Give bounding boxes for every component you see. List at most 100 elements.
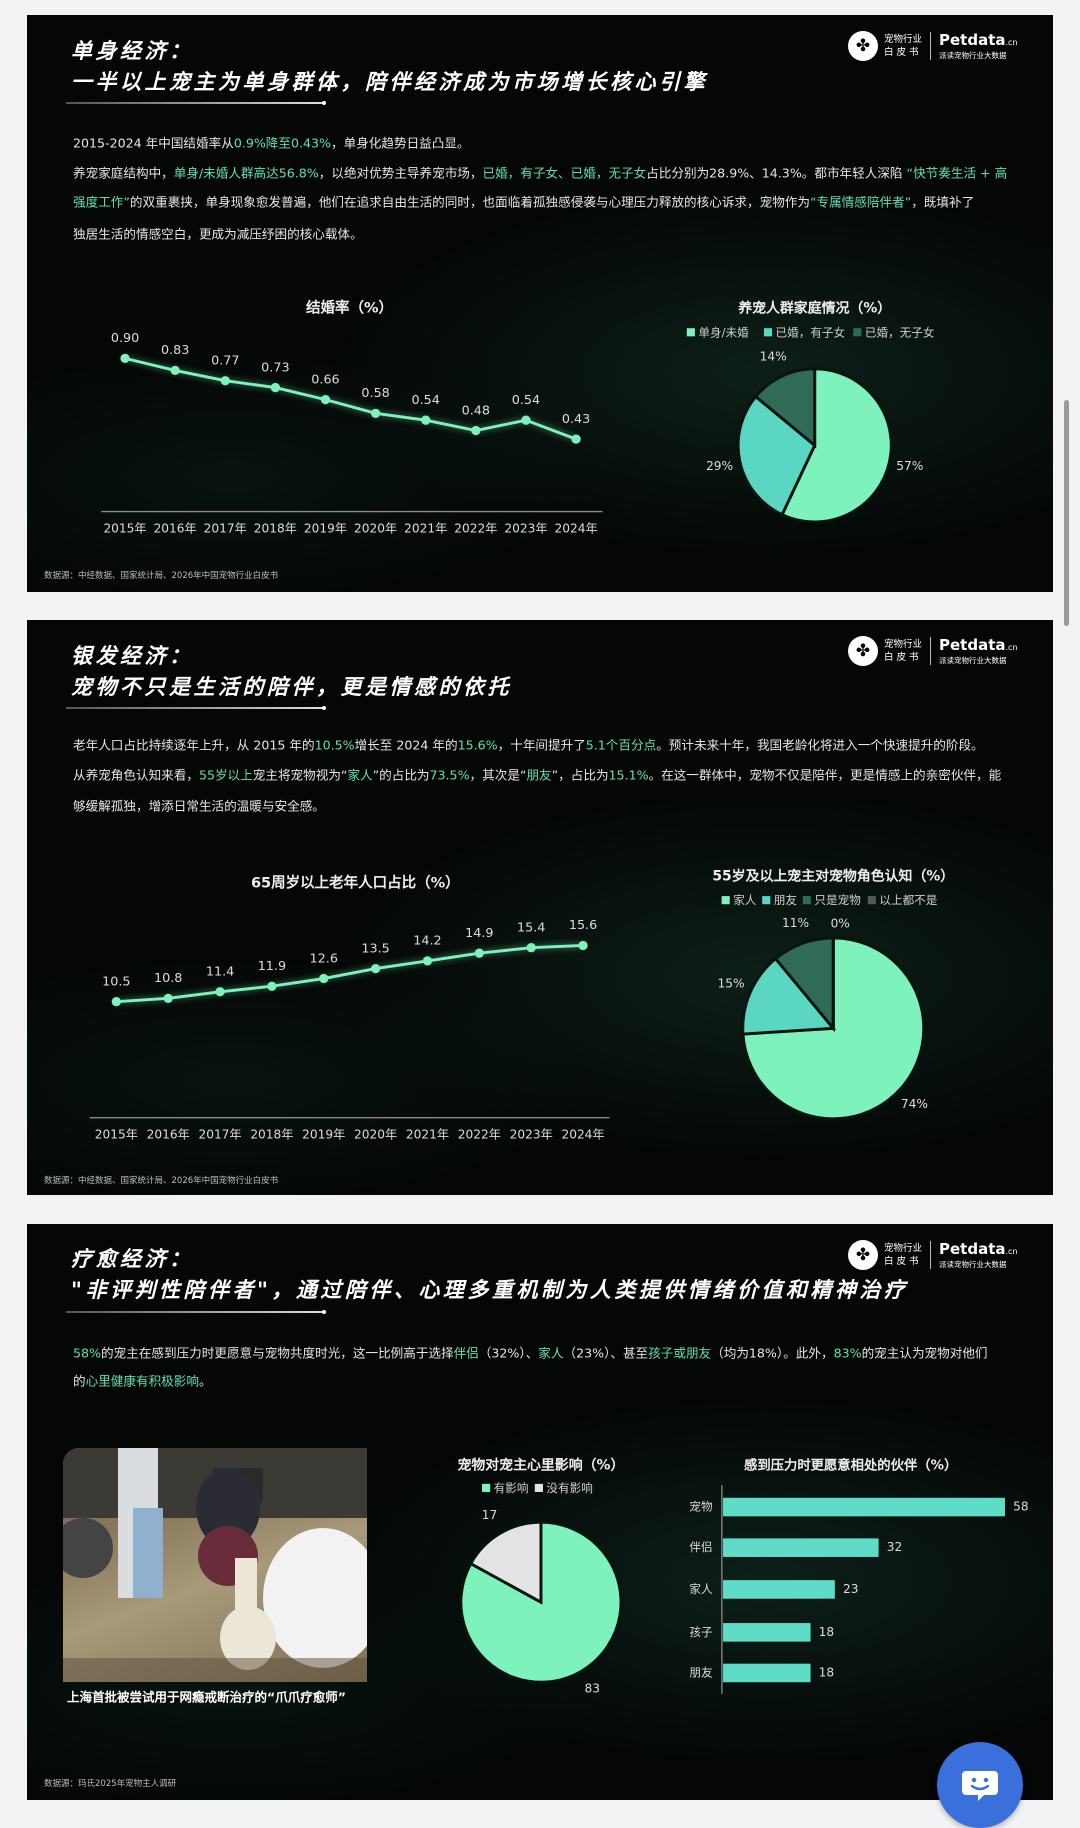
body-text: 的宠主在感到压力时更愿意与宠物共度时光，这一比例高于选择 bbox=[101, 1345, 454, 1361]
highlight-text: 朋友 bbox=[526, 767, 552, 783]
legend-label: 单身/未婚 bbox=[698, 325, 749, 339]
legend-label: 只是宠物 bbox=[814, 893, 861, 907]
body-text: （32%）、 bbox=[478, 1345, 539, 1361]
paragraph-line: 够缓解孤独，增添日常生活的温暖与安全感。 bbox=[73, 796, 325, 815]
slide-title: 银发经济： bbox=[71, 644, 194, 668]
x-tick-label: 2019年 bbox=[302, 1128, 345, 1142]
body-text: 占比分别为28.9%、14.3%。都市年轻人深陷 bbox=[646, 165, 907, 181]
data-label: 0.48 bbox=[462, 403, 490, 418]
page-scrollbar[interactable] bbox=[1064, 400, 1069, 626]
body-text: ”的占比为 bbox=[372, 767, 430, 783]
x-tick-label: 2015年 bbox=[103, 521, 146, 535]
x-tick-label: 2017年 bbox=[198, 1128, 241, 1142]
chart-title: 65周岁以上老年人口占比（%） bbox=[251, 873, 460, 891]
slide-healing-economy: 宠物对宠主心里影响（%） 有影响 没有影响 83 17 感到压力时更愿意相处的伙伴（%） 宠… bbox=[27, 1224, 1053, 1800]
legend-label: 家人 bbox=[733, 893, 757, 907]
highlight-text: 5.1个百分点 bbox=[585, 737, 657, 753]
slice-label: 83 bbox=[585, 1682, 601, 1696]
petdata-logo: ✤ 宠物行业白 皮 书 Petdata.cn 派读宠物行业大数据 bbox=[848, 30, 1032, 62]
highlight-text: “专属情感陪伴者” bbox=[809, 194, 912, 210]
slice-label: 57% bbox=[896, 459, 923, 473]
chart-title: 养宠人群家庭情况（%） bbox=[737, 300, 891, 317]
data-label: 10.8 bbox=[154, 971, 182, 986]
logo-cn-line1: 宠物行业 bbox=[884, 34, 923, 45]
title-underline bbox=[66, 1310, 326, 1314]
legend-swatch bbox=[763, 328, 773, 337]
title-underline bbox=[66, 706, 326, 710]
body-text: 宠主将宠物视为“ bbox=[252, 767, 348, 783]
pie-slice bbox=[753, 367, 817, 449]
x-tick-label: 2017年 bbox=[204, 521, 247, 535]
data-label: 13.5 bbox=[361, 941, 389, 956]
logo-cn-line2: 白 皮 书 bbox=[884, 652, 919, 663]
body-text: ”，占比为 bbox=[551, 767, 609, 783]
data-label: 0.90 bbox=[111, 331, 139, 346]
x-tick-label: 2021年 bbox=[406, 1128, 449, 1142]
paragraph-line: 2015-2024 年中国结婚率从0.9%降至0.43%，单身化趋势日益凸显。 bbox=[73, 133, 470, 152]
y-tick-label: 家人 bbox=[689, 1582, 713, 1596]
highlight-text: 心里健康有积极影响 bbox=[85, 1373, 199, 1389]
petdata-logo: ✤ 宠物行业白 皮 书 Petdata.cn 派读宠物行业大数据 bbox=[848, 635, 1032, 667]
body-text: 的宠主认为宠物对他们 bbox=[861, 1345, 988, 1361]
data-source: 数据源：中经数据、国家统计局、2026年中国宠物行业白皮书 bbox=[44, 571, 279, 581]
logo-cn-line1: 宠物行业 bbox=[884, 1243, 923, 1254]
bar-value-label: 32 bbox=[887, 1540, 903, 1554]
chat-button[interactable] bbox=[937, 1742, 1023, 1828]
data-point bbox=[471, 425, 481, 436]
data-point bbox=[163, 993, 173, 1004]
pie-slice bbox=[468, 1520, 543, 1605]
legend-label: 已婚，有子女 bbox=[776, 325, 846, 339]
data-label: 0.54 bbox=[412, 393, 440, 408]
paragraph-line: 强度工作”的双重裹挟，单身现象愈发普遍，他们在追求自由生活的同时，也面临着孤独感… bbox=[73, 192, 974, 211]
body-text: 。在这一群体中，宠物不仅是陪伴，更是情感上的亲密伙伴，能 bbox=[648, 767, 1002, 783]
pie-slice bbox=[780, 367, 893, 524]
highlight-text: 15.6% bbox=[457, 737, 498, 753]
x-tick-label: 2022年 bbox=[458, 1128, 501, 1142]
x-tick-label: 2016年 bbox=[147, 1128, 190, 1142]
slide-single-economy: 结婚率（%） 0.90 2015年 0.83 2016年 0.77 2017年 0.73 201… bbox=[27, 15, 1053, 592]
data-label: 11.9 bbox=[258, 959, 286, 974]
legend-label: 朋友 bbox=[774, 893, 798, 907]
logo-divider bbox=[930, 32, 932, 60]
paw-clover-icon: ✤ bbox=[848, 1240, 878, 1270]
logo-tagline: 派读宠物行业大数据 bbox=[939, 1259, 1007, 1269]
pie-slice bbox=[741, 956, 837, 1036]
logo-brand: Petdata bbox=[939, 635, 1006, 654]
paragraph-line: 老年人口占比持续逐年上升，从 2015 年的10.5%增长至 2024 年的15… bbox=[73, 735, 984, 754]
data-label: 10.5 bbox=[102, 974, 130, 989]
data-point bbox=[526, 943, 536, 953]
slice-label: 14% bbox=[760, 350, 787, 364]
data-point bbox=[521, 415, 531, 425]
x-tick-label: 2015年 bbox=[95, 1128, 138, 1142]
logo-divider bbox=[930, 1241, 932, 1269]
logo-brand-suffix: .cn bbox=[1005, 642, 1018, 652]
x-tick-label: 2021年 bbox=[404, 521, 447, 535]
legend-swatch bbox=[686, 328, 695, 337]
slice-label: 17 bbox=[482, 1508, 498, 1522]
photo-caption: 上海首批被尝试用于网瘾戒断治疗的“爪爪疗愈师” bbox=[67, 1689, 346, 1705]
body-text: 独居生活的情感空白，更成为减压纾困的核心载体。 bbox=[73, 226, 363, 242]
x-tick-label: 2024年 bbox=[561, 1128, 604, 1142]
x-tick-label: 2019年 bbox=[304, 521, 347, 535]
data-point bbox=[421, 415, 431, 425]
chart-title: 55岁及以上宠主对宠物角色认知（%） bbox=[712, 867, 954, 884]
legend-label: 没有影响 bbox=[546, 1481, 592, 1495]
x-tick-label: 2024年 bbox=[554, 521, 597, 535]
data-label: 11.4 bbox=[206, 965, 234, 980]
data-label: 0.54 bbox=[512, 393, 540, 408]
pie-slice bbox=[736, 394, 817, 517]
legend-swatch bbox=[721, 896, 730, 905]
data-point bbox=[170, 365, 180, 376]
bar-value-label: 18 bbox=[819, 1625, 835, 1639]
y-tick-label: 伴侣 bbox=[689, 1540, 712, 1554]
slide-silver-economy: 65周岁以上老年人口占比（%） 10.5 2015年 10.8 2016年 11.4 201… bbox=[27, 620, 1053, 1195]
bar bbox=[723, 1497, 1005, 1517]
x-tick-label: 2016年 bbox=[154, 521, 197, 535]
legend-swatch bbox=[853, 328, 862, 337]
bar-value-label: 18 bbox=[819, 1665, 835, 1679]
paragraph-line: 从养宠角色认知来看，55岁以上宠主将宠物视为“家人”的占比为73.5%，其次是“… bbox=[73, 765, 1001, 784]
data-source: 数据源：中经数据、国家统计局、2026年中国宠物行业白皮书 bbox=[44, 1176, 279, 1186]
photo-illustration bbox=[63, 1448, 367, 1682]
body-text: ，十年间提升了 bbox=[497, 737, 586, 753]
charts-layer: 65周岁以上老年人口占比（%） 10.5 2015年 10.8 2016年 11.4 201… bbox=[89, 867, 954, 1142]
